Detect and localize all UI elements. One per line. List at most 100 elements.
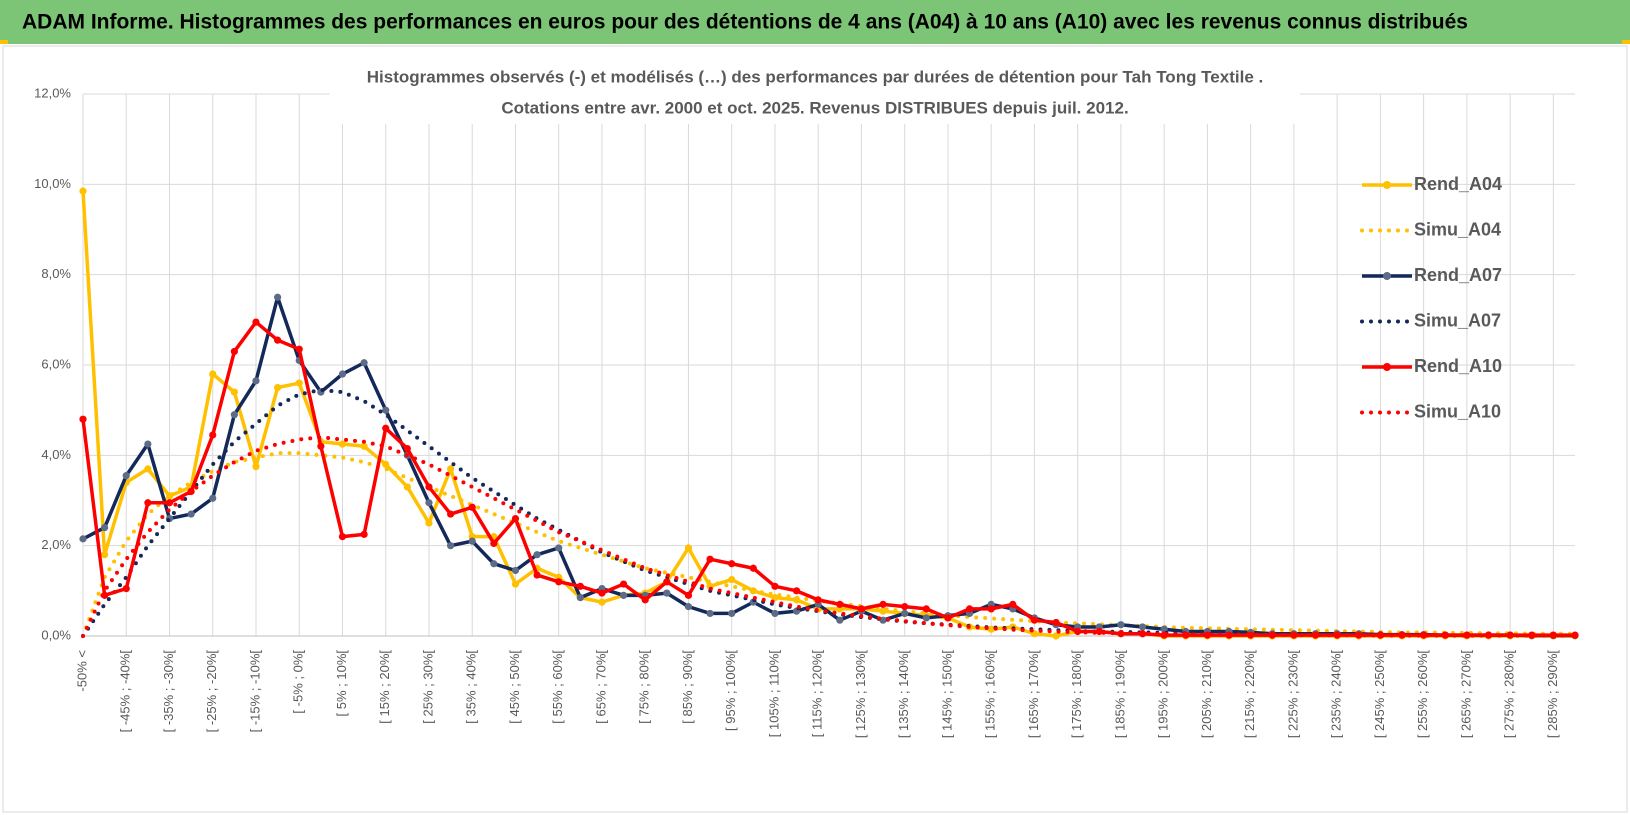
point <box>836 616 844 624</box>
point <box>425 499 433 507</box>
point <box>901 603 909 611</box>
x-tick-label: [ 175% ; 180%[ <box>1069 650 1084 739</box>
point <box>360 442 368 450</box>
point <box>468 503 476 511</box>
point <box>295 345 303 353</box>
point <box>252 318 260 326</box>
legend-label: Rend_A04 <box>1414 174 1502 194</box>
point <box>360 359 368 367</box>
point <box>901 609 909 618</box>
point <box>771 582 779 590</box>
point <box>684 603 693 611</box>
y-tick-label: 6,0% <box>41 356 71 371</box>
legend-label: Simu_A04 <box>1414 219 1501 239</box>
legend-marker <box>1383 181 1391 189</box>
point <box>511 580 520 588</box>
series-line <box>81 435 1577 638</box>
point <box>1009 600 1017 608</box>
point <box>1052 632 1060 640</box>
point <box>1311 631 1320 639</box>
grid: 0,0% 2,0% 4,0% 6,0% 8,0% 10,0% 12,0% -50% < [ -4… <box>34 85 1575 738</box>
x-tick-label: [ 235% ; 240%[ <box>1329 650 1344 739</box>
point <box>490 560 498 568</box>
point <box>187 510 195 518</box>
point <box>1138 630 1147 638</box>
point <box>728 560 736 568</box>
point <box>1052 618 1060 627</box>
x-tick-label: [ 85% ; 90%[ <box>680 650 695 724</box>
point <box>79 187 87 195</box>
point <box>165 499 174 507</box>
y-tick-label: 8,0% <box>41 266 71 281</box>
x-tick-label: [ 5% ; 10%[ <box>334 650 349 717</box>
point <box>122 584 130 593</box>
x-tick-label: [ 225% ; 230%[ <box>1285 650 1300 739</box>
point <box>555 578 563 586</box>
point <box>598 589 606 597</box>
point <box>101 524 109 532</box>
point <box>706 609 714 618</box>
x-tick-label: [ -45% ; -40%[ <box>118 650 133 733</box>
legend: Rend_A04 Simu_A04 Rend_A07 Simu_A07 Rend_A10… <box>1360 174 1502 421</box>
point <box>728 609 736 618</box>
point <box>987 605 995 613</box>
point <box>792 587 801 595</box>
point <box>922 614 930 622</box>
point <box>338 370 347 378</box>
x-tick-label: [ 275% ; 280%[ <box>1502 650 1517 739</box>
point <box>425 519 433 527</box>
point <box>144 440 152 448</box>
x-tick-label: [ 265% ; 270%[ <box>1458 650 1473 739</box>
point <box>511 566 520 575</box>
legend-label: Rend_A10 <box>1414 356 1502 376</box>
point <box>1571 631 1579 639</box>
point <box>403 483 411 491</box>
point <box>144 465 152 473</box>
point <box>468 537 476 545</box>
x-tick-label: [ -5% ; 0%[ <box>291 650 306 714</box>
point <box>230 388 238 396</box>
point <box>382 460 390 468</box>
point <box>555 544 563 552</box>
x-tick-label: [ 195% ; 200%[ <box>1156 650 1171 739</box>
point <box>360 530 368 538</box>
x-tick-label: [ 165% ; 170%[ <box>1026 650 1041 739</box>
point <box>511 514 520 523</box>
point <box>663 578 671 586</box>
point <box>684 544 693 552</box>
point <box>1463 631 1471 639</box>
y-tick-label: 4,0% <box>41 447 71 462</box>
point <box>1355 631 1363 639</box>
point <box>814 596 822 604</box>
x-tick-label: [ 135% ; 140%[ <box>896 650 911 739</box>
point <box>230 347 238 356</box>
point <box>598 598 606 606</box>
x-tick-label: [ -15% ; -10%[ <box>247 650 262 733</box>
chart-subtitle: Cotations entre avr. 2000 et oct. 2025. … <box>501 98 1128 117</box>
chart-frame <box>2 45 1628 813</box>
x-tick-label: [ -35% ; -30%[ <box>161 650 176 733</box>
x-tick-label: [ 35% ; 40%[ <box>464 650 479 724</box>
point <box>771 594 779 602</box>
x-tick-label: [ 95% ; 100%[ <box>723 650 738 731</box>
point <box>1030 616 1039 624</box>
point <box>274 336 282 344</box>
point <box>922 605 930 613</box>
point <box>425 483 433 491</box>
point <box>252 377 260 385</box>
point <box>533 571 541 579</box>
point <box>209 431 217 439</box>
point <box>641 596 649 604</box>
x-tick-label: [ 285% ; 290%[ <box>1545 650 1560 739</box>
header-bar <box>0 0 1630 44</box>
legend-label: Rend_A07 <box>1414 265 1502 285</box>
series-line <box>81 320 1575 637</box>
legend-marker <box>1383 272 1391 280</box>
y-tick-label: 2,0% <box>41 537 71 552</box>
point <box>338 533 347 541</box>
y-tick-label: 12,0% <box>34 85 71 100</box>
point <box>209 494 217 502</box>
point <box>1203 631 1212 639</box>
legend-marker <box>1383 363 1391 371</box>
